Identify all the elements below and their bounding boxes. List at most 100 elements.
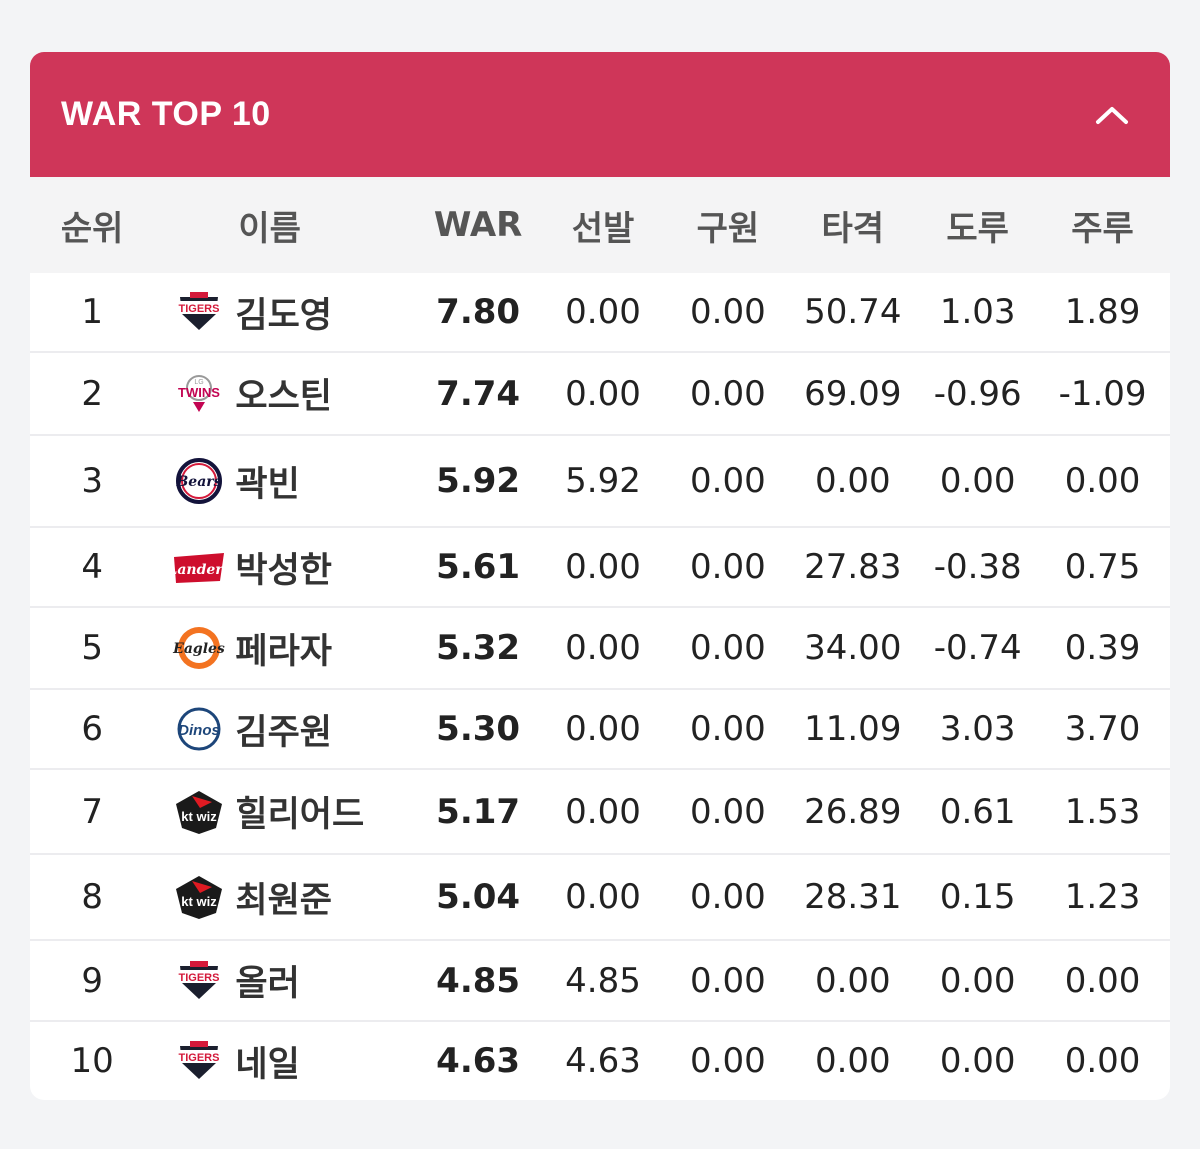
steal-cell: 3.03	[915, 689, 1041, 770]
tigers-logo-icon: TIGERS	[170, 1037, 228, 1085]
rank-cell: 6	[30, 689, 155, 770]
fielding-cell: -4.2	[1165, 527, 1170, 608]
steal-cell: -0.96	[915, 352, 1041, 436]
column-header-baserunning[interactable]: 주루	[1071, 208, 1134, 249]
tigers-logo-icon: TIGERS	[170, 957, 228, 1005]
starter-cell: 0.00	[540, 769, 666, 855]
player-name[interactable]: 오스틴	[235, 377, 332, 417]
batting-cell: 34.00	[790, 607, 916, 690]
column-header-relief[interactable]: 구원	[696, 208, 760, 249]
column-header-rank[interactable]: 순위	[60, 208, 124, 249]
steal-cell: -0.74	[915, 607, 1041, 690]
table-header-row: 순위 이름 WAR 선발 구원 타격 도루 주루 수비	[30, 177, 1170, 273]
baserunning-cell: 1.89	[1040, 273, 1166, 353]
rank-cell: 9	[30, 940, 155, 1022]
rank-cell: 4	[30, 527, 155, 608]
player-cell[interactable]: LG TWINS 오스틴	[154, 352, 416, 436]
relief-cell: 0.00	[665, 352, 791, 436]
starter-cell: 0.00	[540, 607, 666, 690]
column-header-fielding[interactable]: 수비	[1165, 177, 1170, 273]
table-row[interactable]: 2LGTWINS오스틴7.740.000.0069.09-0.96-1.091.…	[30, 352, 1170, 436]
svg-text:TIGERS: TIGERS	[179, 972, 220, 984]
baserunning-cell: 0.00	[1064, 1041, 1141, 1081]
relief-cell: 0.00	[665, 273, 791, 353]
svg-text:TIGERS: TIGERS	[179, 303, 220, 315]
steal-cell: 0.15	[915, 854, 1041, 941]
player-cell[interactable]: TIGERS 김도영	[154, 273, 416, 353]
fielding-cell: 1.0	[1165, 352, 1170, 436]
table-row[interactable]: 4Landers박성한5.610.000.0027.83-0.380.75-4.…	[30, 527, 1170, 608]
player-cell[interactable]: kt wiz 최원준	[154, 854, 416, 941]
war-cell: 5.61	[415, 527, 541, 608]
player-name[interactable]: 힐리어드	[235, 795, 365, 835]
steal-cell: 0.61	[915, 769, 1041, 855]
rank-cell: 7	[30, 769, 155, 855]
batting-cell: 26.89	[790, 769, 916, 855]
chevron-up-icon[interactable]	[1092, 95, 1132, 135]
rank-cell: 1	[30, 273, 155, 353]
card-title: WAR TOP 10	[61, 95, 271, 133]
player-name[interactable]: 곽빈	[235, 464, 300, 505]
starter-cell: 0.00	[540, 527, 666, 608]
war-cell: 5.92	[415, 435, 541, 528]
war-table: 순위 이름 WAR 선발 구원 타격 도루 주루 수비 1 TIGERS 김도영 7.…	[30, 177, 1170, 1100]
dinos-logo-icon: Dinos	[170, 705, 228, 753]
war-cell: 7.74	[415, 352, 541, 436]
player-name[interactable]: 페라자	[235, 631, 332, 672]
twins-logo-icon: LG TWINS	[170, 370, 228, 418]
war-top10-card: WAR TOP 10 순위 이름 WAR 선발 구원 타격 도루 주루 수비	[30, 52, 1170, 1100]
steal-cell: 0.00	[915, 940, 1041, 1022]
relief-cell: 0.00	[665, 940, 791, 1022]
player-name[interactable]: 올러	[235, 964, 300, 1004]
player-name[interactable]: 네일	[235, 1044, 300, 1085]
player-name[interactable]: 최원준	[235, 880, 332, 921]
tigers-logo-icon: TIGERS	[170, 288, 228, 336]
player-cell[interactable]: Eagles 페라자	[154, 607, 416, 690]
war-cell: 5.30	[415, 689, 541, 770]
starter-cell: 5.92	[540, 435, 666, 528]
war-cell: 5.04	[415, 854, 541, 941]
table-row[interactable]: 10 TIGERS 네일 4.63 4.63 0.00 0.00 0.00 0.00 0.0	[30, 1021, 1170, 1100]
steal-cell: 1.03	[915, 273, 1041, 353]
column-header-name[interactable]: 이름	[238, 208, 301, 249]
svg-text:Dinos: Dinos	[179, 722, 221, 739]
column-header-war[interactable]: WAR	[433, 205, 523, 245]
batting-cell: 28.31	[790, 854, 916, 941]
player-name[interactable]: 김도영	[235, 295, 332, 336]
war-cell: 5.17	[415, 769, 541, 855]
war-cell: 4.85	[415, 940, 541, 1022]
baserunning-cell: 0.39	[1040, 607, 1166, 690]
starter-cell: 0.00	[540, 273, 666, 353]
baserunning-cell: 1.23	[1040, 854, 1166, 941]
card-header[interactable]: WAR TOP 10	[30, 52, 1170, 177]
fielding-cell: 8.1	[1165, 689, 1170, 770]
player-cell[interactable]: Dinos 김주원	[154, 689, 416, 770]
player-cell[interactable]: Bears 곽빈	[154, 435, 416, 528]
rank-cell: 8	[30, 854, 155, 941]
player-cell[interactable]: TIGERS 네일	[154, 1021, 415, 1100]
relief-cell: 0.00	[665, 689, 791, 770]
player-name[interactable]: 김주원	[235, 712, 332, 753]
war-cell: 5.32	[415, 607, 541, 690]
player-cell[interactable]: TIGERS 올러	[154, 940, 416, 1022]
player-cell[interactable]: Landers 박성한	[154, 527, 416, 608]
fielding-cell: 0.0	[1165, 435, 1170, 528]
relief-cell: 0.00	[665, 769, 791, 855]
svg-text:Eagles: Eagles	[173, 641, 226, 657]
table-scroll-area[interactable]: 순위 이름 WAR 선발 구원 타격 도루 주루 수비 1 TIGERS 김도영 7.…	[30, 177, 1170, 1100]
starter-cell: 0.00	[540, 352, 666, 436]
column-header-batting[interactable]: 타격	[821, 208, 885, 249]
player-cell[interactable]: kt wiz 힐리어드	[154, 769, 416, 855]
fielding-cell: 5.1	[1165, 607, 1170, 690]
column-header-steal[interactable]: 도루	[946, 208, 1009, 249]
player-name[interactable]: 박성한	[235, 550, 332, 591]
column-header-starter[interactable]: 선발	[571, 208, 635, 249]
fielding-cell: 0.0	[1165, 1021, 1170, 1100]
